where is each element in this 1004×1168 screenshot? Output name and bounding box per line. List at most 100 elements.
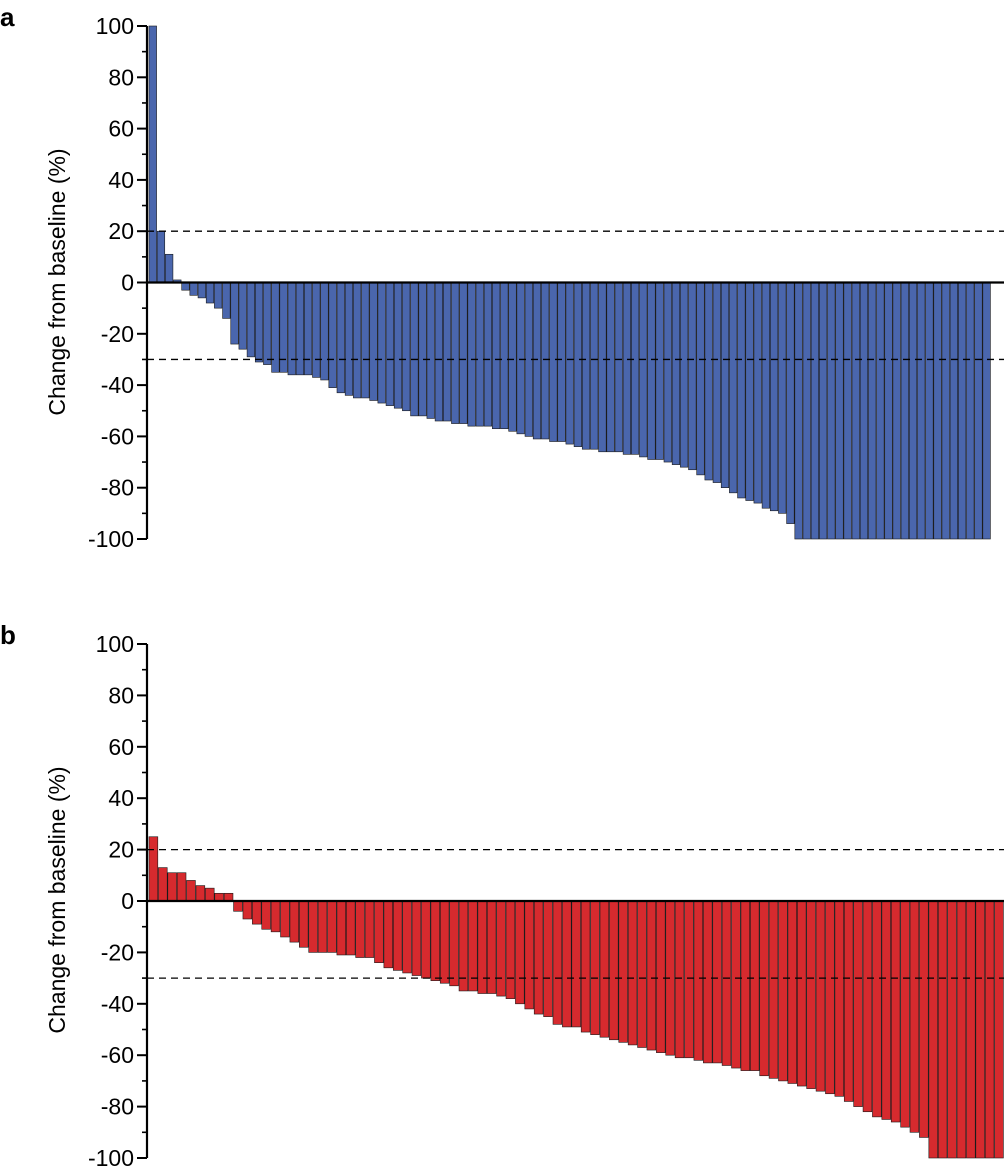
bar-a-92 [892, 282, 901, 540]
bar-a-48 [532, 282, 542, 440]
bar-b-79 [881, 900, 891, 1120]
bar-b-2 [158, 867, 168, 902]
bar-a-15 [263, 282, 272, 365]
bar-b-68 [778, 900, 788, 1082]
bar-b-27 [392, 900, 403, 971]
bar-a-90 [876, 282, 885, 540]
y-tick-label-a: -20 [101, 321, 134, 347]
bar-b-62 [721, 900, 732, 1066]
bar-a-56 [598, 282, 607, 453]
bar-b-39 [505, 900, 516, 999]
bar-b-11 [242, 900, 253, 920]
bar-a-58 [614, 282, 623, 453]
bar-b-20 [327, 900, 337, 953]
bar-a-46 [516, 282, 525, 435]
y-tick-label-b: -40 [101, 991, 134, 1017]
bar-a-32 [402, 282, 411, 412]
bar-b-5 [186, 880, 196, 902]
y-axis-title-b: Change from baseline (%) [44, 766, 70, 1033]
bar-b-14 [270, 900, 281, 933]
bar-b-67 [768, 900, 779, 1079]
bar-a-99 [949, 282, 959, 540]
bar-a-84 [827, 282, 836, 540]
bar-b-19 [317, 900, 328, 953]
bar-b-43 [543, 900, 553, 1017]
bar-b-36 [477, 900, 487, 994]
y-tick-label-b: -60 [101, 1042, 134, 1068]
bar-a-98 [941, 282, 950, 540]
bar-a-60 [631, 282, 640, 455]
bar-b-38 [496, 900, 506, 997]
bar-b-51 [618, 900, 628, 1043]
bar-b-73 [825, 900, 835, 1095]
panel-label-a: a [0, 2, 15, 32]
bar-a-6 [189, 282, 198, 296]
y-tick-label-a: -40 [101, 372, 134, 398]
bar-b-17 [299, 900, 309, 948]
bar-b-81 [900, 900, 910, 1128]
y-tick-label-b: 40 [108, 785, 134, 811]
bar-b-85 [937, 900, 948, 1159]
bar-b-82 [909, 900, 920, 1133]
bar-b-42 [533, 900, 544, 1015]
bar-b-49 [599, 900, 610, 1038]
panel-label-b: b [0, 620, 16, 650]
bar-b-12 [252, 900, 262, 925]
bar-a-49 [541, 282, 550, 440]
bar-b-31 [430, 900, 440, 981]
bar-a-33 [410, 282, 419, 417]
bar-a-43 [492, 282, 501, 430]
bar-a-40 [467, 282, 476, 427]
bar-b-28 [402, 900, 412, 974]
bar-b-69 [787, 900, 798, 1084]
bar-a-1 [148, 25, 157, 283]
bar-a-91 [884, 282, 893, 540]
waterfall-chart-b: 100 80 60 40 20 0 -20 -40 -60 -80 -100 Change from … [44, 631, 1004, 1168]
bar-b-47 [580, 900, 591, 1033]
y-axis-title-a: Change from baseline (%) [44, 148, 70, 415]
bar-b-54 [646, 900, 657, 1051]
bar-b-1 [148, 836, 159, 902]
bar-a-57 [606, 282, 615, 453]
bar-b-74 [834, 900, 844, 1097]
bar-b-80 [890, 900, 901, 1123]
bar-a-18 [287, 282, 296, 376]
bar-a-88 [859, 282, 869, 540]
bar-a-34 [418, 282, 427, 417]
bar-b-15 [280, 900, 290, 938]
bar-a-3 [165, 253, 174, 283]
bar-a-61 [639, 282, 648, 458]
bar-b-10 [233, 900, 243, 912]
bar-b-24 [364, 900, 375, 958]
y-tick-label-a: -60 [101, 423, 134, 449]
y-tick-label-a: -100 [88, 526, 134, 552]
bar-b-52 [627, 900, 638, 1046]
y-tick-label-b: 20 [108, 837, 134, 863]
bar-b-32 [439, 900, 450, 984]
bar-b-16 [289, 900, 300, 943]
bar-b-23 [355, 900, 365, 958]
bar-a-11 [230, 282, 239, 345]
bar-a-21 [312, 282, 321, 378]
bar-a-39 [459, 282, 468, 424]
bar-a-31 [393, 282, 403, 409]
y-tick-label-a: -80 [101, 475, 134, 501]
y-tick-label-b: -100 [88, 1145, 134, 1168]
bar-a-55 [590, 282, 599, 450]
bar-a-29 [377, 282, 386, 404]
bar-b-84 [928, 900, 938, 1159]
bar-a-20 [304, 282, 313, 376]
bar-a-76 [761, 282, 770, 509]
bar-b-75 [843, 900, 854, 1102]
bar-b-13 [261, 900, 271, 930]
bar-a-10 [222, 282, 231, 319]
bar-b-86 [947, 900, 957, 1159]
y-tick-label-a: 80 [108, 64, 134, 90]
bar-b-70 [796, 900, 807, 1087]
bar-b-59 [693, 900, 704, 1061]
bar-b-71 [806, 900, 816, 1089]
bar-b-89 [975, 900, 985, 1159]
bar-b-44 [552, 900, 563, 1025]
bar-a-26 [353, 282, 362, 399]
y-tick-label-a: 40 [108, 167, 134, 193]
